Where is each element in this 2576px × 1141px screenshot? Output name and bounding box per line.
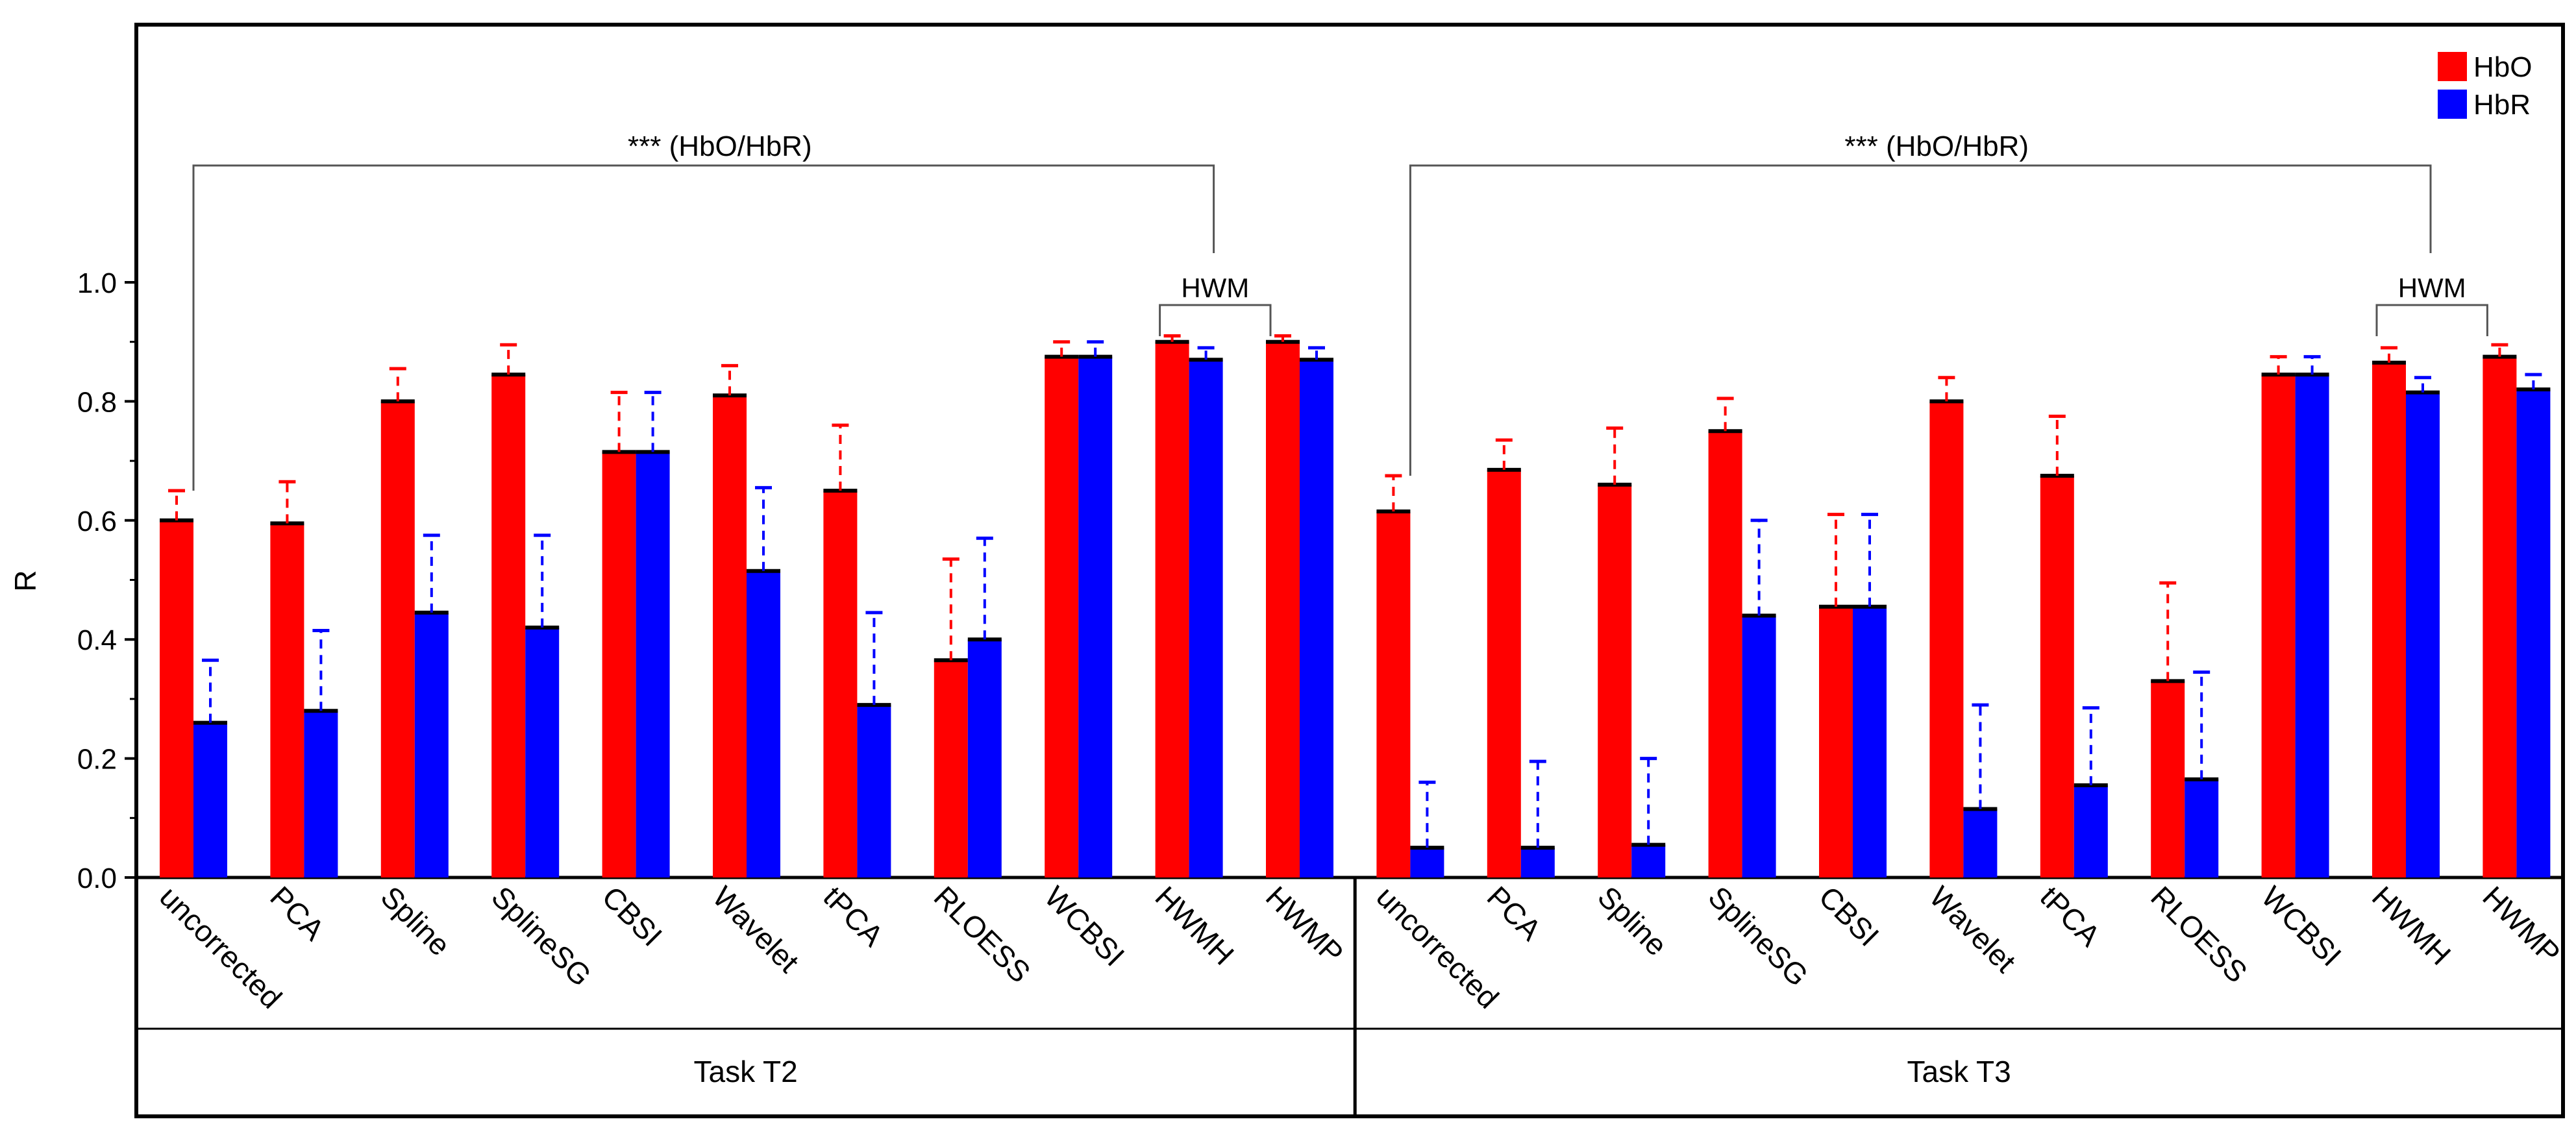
hwm-bracket (2375, 304, 2488, 336)
bar-hbr-3-CBSI (1853, 606, 1887, 877)
bar-hbr-3-HWMP (2516, 389, 2551, 877)
bar-hbo-3-Spline (1598, 484, 1632, 877)
y-tick-label: 0.4 (77, 624, 117, 656)
bar-hbr-3-Spline (1631, 844, 1666, 877)
x-tick-label: HWMH (2366, 879, 2458, 972)
task-label: Task T3 (1907, 1055, 2011, 1088)
significance-label: *** (HbO/HbR) (628, 130, 812, 162)
bar-hbr-3-SplineSG (1742, 615, 1776, 877)
significance-bracket (192, 164, 1215, 491)
bar-hbo-3-Wavelet (1929, 401, 1964, 877)
hwm-bracket (1159, 304, 1272, 336)
bar-hbo-2-SplineSG (491, 374, 526, 877)
bar-hbr-2-tPCA (857, 705, 891, 877)
bar-hbo-2-WCBSI (1045, 356, 1079, 877)
bar-hbr-3-HWMH (2406, 392, 2440, 877)
legend-swatch-hbo (2438, 52, 2467, 81)
x-tick-label: CBSI (1813, 879, 1886, 953)
bar-hbo-2-Spline (380, 401, 415, 877)
x-tick-label: WCBSI (2255, 879, 2348, 972)
x-tick-label: HWMP (2476, 879, 2567, 970)
x-tick-label: Spline (1591, 879, 1674, 962)
legend-swatch-hbr (2438, 90, 2467, 119)
bar-hbo-2-HWMP (1266, 341, 1300, 877)
x-tick-label: PCA (264, 879, 331, 947)
x-tick-label: Wavelet (706, 879, 806, 979)
y-axis-label: R (8, 570, 42, 591)
x-tick-label: HWMH (1149, 879, 1241, 972)
x-tick-label: WCBSI (1038, 879, 1131, 972)
y-tick-label: 1.0 (77, 267, 117, 299)
bar-hbr-3-uncorrected (1410, 848, 1444, 877)
x-tick-label: RLOESS (928, 879, 1037, 989)
bar-hbo-3-RLOESS (2151, 681, 2185, 877)
bar-hbr-2-RLOESS (967, 639, 1002, 877)
hwm-label: HWM (1181, 273, 1249, 303)
bar-hbr-2-CBSI (636, 452, 670, 877)
legend-label-hbo: HbO (2473, 51, 2532, 83)
hwm-label: HWM (2398, 273, 2466, 303)
y-tick-label: 0.6 (77, 506, 117, 537)
x-tick-label: Wavelet (1923, 879, 2022, 979)
bar-hbo-2-tPCA (823, 490, 858, 877)
bar-hbo-3-HWMP (2483, 356, 2517, 877)
bar-hbo-2-RLOESS (934, 660, 968, 877)
bar-hbo-3-uncorrected (1376, 511, 1411, 877)
bar-hbo-3-SplineSG (1708, 431, 1742, 877)
bar-hbr-3-RLOESS (2185, 779, 2219, 877)
bar-hbr-2-HWMH (1189, 360, 1223, 877)
bar-hbr-3-WCBSI (2295, 374, 2329, 877)
bar-hbo-2-uncorrected (160, 520, 193, 877)
bar-hbr-2-PCA (304, 711, 338, 877)
x-tick-label: CBSI (596, 879, 669, 953)
x-tick-label: Spline (375, 879, 457, 962)
bar-hbo-3-HWMH (2372, 362, 2406, 877)
x-tick-label: SplineSG (1702, 879, 1815, 992)
bar-hbr-3-Wavelet (1963, 809, 1998, 877)
bar-hbo-2-PCA (270, 523, 304, 877)
bar-hbr-2-uncorrected (193, 722, 227, 877)
x-tick-label: SplineSG (485, 879, 598, 992)
bar-hbr-2-HWMP (1300, 360, 1333, 877)
bar-hbr-2-Spline (414, 612, 449, 877)
y-tick-label: 0.2 (77, 744, 117, 776)
bar-hbo-2-HWMH (1155, 341, 1189, 877)
bar-hbo-3-tPCA (2040, 476, 2074, 877)
bar-hbo-3-CBSI (1819, 606, 1853, 877)
bar-hbr-3-tPCA (2074, 785, 2108, 877)
y-tick-label: 0.0 (77, 863, 117, 894)
x-tick-label: tPCA (2034, 879, 2107, 953)
x-tick-label: tPCA (817, 879, 890, 953)
x-tick-label: RLOESS (2144, 879, 2254, 989)
bar-hbo-3-PCA (1487, 469, 1521, 877)
bar-hbo-3-WCBSI (2261, 374, 2296, 877)
y-tick-label: 0.8 (77, 386, 117, 418)
x-tick-label: HWMP (1259, 879, 1350, 970)
x-tick-label: PCA (1481, 879, 1548, 947)
bar-hbo-2-Wavelet (713, 395, 747, 877)
bar-hbr-3-PCA (1520, 848, 1555, 877)
bar-hbr-2-SplineSG (525, 627, 560, 877)
bar-hbr-2-Wavelet (747, 570, 780, 877)
bar-hbo-2-CBSI (602, 452, 636, 877)
task-label: Task T2 (693, 1055, 797, 1088)
plot-frame (134, 23, 2565, 1118)
legend-label-hbr: HbR (2473, 89, 2531, 121)
bar-hbr-2-WCBSI (1078, 356, 1113, 877)
significance-label: *** (HbO/HbR) (1844, 130, 2029, 162)
significance-bracket (1409, 164, 2432, 476)
